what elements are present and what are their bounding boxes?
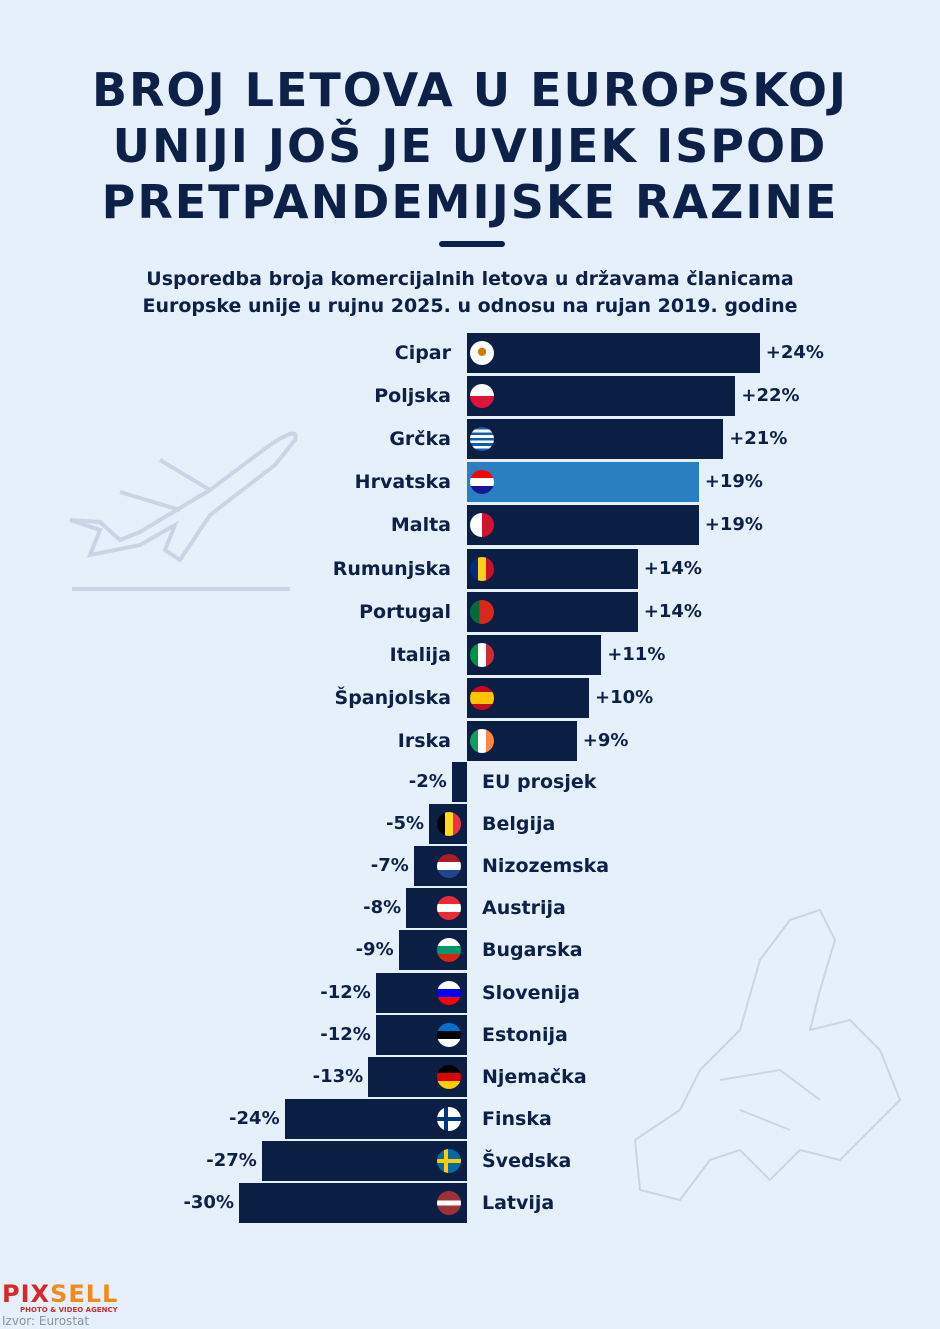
flag-icon xyxy=(436,1022,461,1047)
bar xyxy=(413,846,467,887)
value-label: -12% xyxy=(320,981,371,1003)
flag-icon xyxy=(436,938,461,963)
category-label: Cipar xyxy=(394,342,451,364)
bar xyxy=(467,720,577,761)
category-label: Nizozemska xyxy=(482,855,610,878)
value-label: +11% xyxy=(607,643,666,665)
value-label: -8% xyxy=(363,897,402,919)
value-label: -24% xyxy=(229,1107,280,1129)
value-label: +22% xyxy=(741,385,800,407)
flag-icon xyxy=(470,513,494,538)
value-label: +9% xyxy=(582,729,629,751)
bar xyxy=(467,419,724,460)
flag-icon xyxy=(470,341,494,365)
flag-icon xyxy=(437,812,461,837)
bar xyxy=(467,634,602,675)
bar xyxy=(467,376,736,417)
flag-icon xyxy=(437,1191,461,1215)
category-label: Grčka xyxy=(389,428,451,451)
title-divider xyxy=(439,241,505,247)
value-label: +21% xyxy=(729,428,788,450)
pixsell-logo: PIXSELL xyxy=(2,1280,119,1308)
bar xyxy=(239,1183,467,1223)
bar xyxy=(406,888,467,929)
bar xyxy=(467,505,699,546)
value-label: +10% xyxy=(595,686,654,708)
category-label: Poljska xyxy=(374,385,451,408)
flag-icon xyxy=(470,685,494,710)
value-label: +19% xyxy=(704,514,763,536)
flag-icon xyxy=(470,470,494,495)
category-label: Bugarska xyxy=(482,939,583,962)
bar xyxy=(284,1098,467,1139)
category-label: Finska xyxy=(482,1107,552,1130)
bar xyxy=(467,462,699,503)
source-note: Izvor: Eurostat xyxy=(2,1314,90,1328)
bar xyxy=(398,930,467,971)
value-label: -13% xyxy=(312,1065,364,1087)
flag-icon xyxy=(470,599,494,624)
category-label: Švedska xyxy=(482,1149,572,1172)
value-label: +14% xyxy=(643,600,702,622)
bar xyxy=(368,1056,467,1097)
flag-icon xyxy=(470,427,494,452)
bar xyxy=(375,972,467,1013)
category-label: Slovenija xyxy=(482,981,580,1004)
bar xyxy=(261,1140,467,1181)
category-label: Irska xyxy=(397,729,451,752)
value-label: -7% xyxy=(370,855,409,877)
flag-icon xyxy=(470,728,494,753)
flag-icon xyxy=(470,642,494,667)
category-label: EU prosjek xyxy=(482,771,597,793)
europe-map-icon xyxy=(633,908,902,1202)
flag-icon xyxy=(436,1106,461,1131)
value-label: -5% xyxy=(385,813,424,835)
category-label: Rumunjska xyxy=(332,557,451,580)
value-label: -27% xyxy=(206,1149,257,1171)
flag-icon xyxy=(470,556,494,581)
category-label: Njemačka xyxy=(482,1065,587,1088)
category-label: Latvija xyxy=(482,1192,555,1214)
value-label: -30% xyxy=(183,1192,234,1213)
flag-icon xyxy=(436,854,461,879)
value-label: -9% xyxy=(355,939,394,961)
bar xyxy=(375,1014,467,1055)
value-label: -2% xyxy=(408,771,447,792)
flag-icon xyxy=(436,896,461,921)
flag-icon xyxy=(436,1148,461,1173)
bar xyxy=(429,804,467,845)
category-label: Španjolska xyxy=(334,686,451,709)
bar xyxy=(467,548,638,589)
page-title: BROJ LETOVA U EUROPSKOJ UNIJI JOŠ JE UVIJ… xyxy=(91,63,849,229)
bar xyxy=(467,591,638,632)
value-label: +14% xyxy=(643,557,702,579)
logo-tagline: PHOTO & VIDEO AGENCY xyxy=(20,1306,118,1314)
category-label: Malta xyxy=(390,514,451,537)
bar xyxy=(451,762,467,802)
category-label: Belgija xyxy=(482,813,556,836)
category-label: Italija xyxy=(389,643,451,666)
flag-icon xyxy=(436,1064,461,1089)
category-label: Estonija xyxy=(482,1023,568,1046)
bar xyxy=(467,333,760,373)
airplane-icon xyxy=(69,431,298,591)
category-label: Portugal xyxy=(359,600,451,623)
category-label: Hrvatska xyxy=(354,471,451,494)
bar xyxy=(467,677,589,718)
value-label: +24% xyxy=(765,342,824,363)
flag-icon xyxy=(436,980,461,1005)
category-label: Austrija xyxy=(482,897,566,920)
flag-icon xyxy=(470,384,494,409)
subtitle: Usporedba broja komercijalnih letova u d… xyxy=(142,268,798,317)
value-label: +19% xyxy=(704,471,763,493)
value-label: -12% xyxy=(320,1023,371,1045)
